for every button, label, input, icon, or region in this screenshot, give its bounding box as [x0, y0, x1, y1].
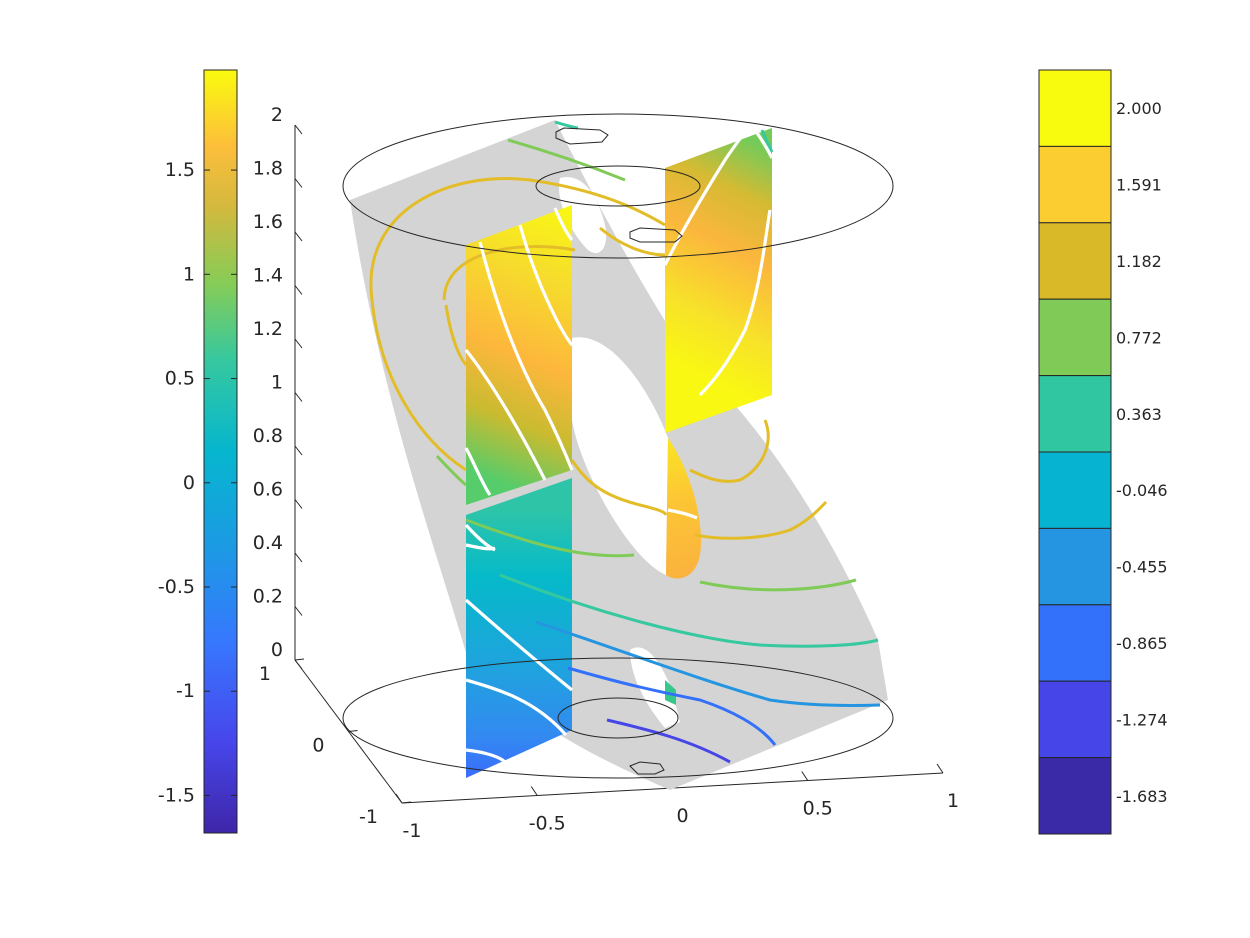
x-tick-mark: [936, 763, 944, 774]
z-tick-label: 0.2: [253, 586, 283, 608]
right-colorbar-tick-label: -1.274: [1116, 710, 1168, 729]
z-tick-mark: [294, 178, 303, 188]
right-colorbar-block: [1038, 145, 1112, 224]
z-tick-label: 1: [271, 372, 283, 394]
right-colorbar-tick-label: -0.046: [1116, 481, 1168, 500]
x-tick-label: 1: [947, 790, 959, 812]
left-colorbar-tick-label: 1.5: [165, 159, 195, 181]
left-colorbar-tick-label: -0.5: [158, 576, 195, 598]
z-tick-mark: [294, 445, 303, 456]
y-tick-label: -1: [359, 806, 378, 828]
left-colorbar: -1.5 -1 -0.5 0 0.5 1 1.5: [158, 69, 238, 834]
right-colorbar-tick-label: -1.683: [1116, 787, 1168, 806]
z-tick-label: 0.6: [253, 479, 283, 501]
right-colorbar-block: [1038, 69, 1112, 147]
left-colorbar-tick-label: 0: [183, 472, 195, 494]
y-tick-label: 1: [259, 663, 271, 685]
left-colorbar-tick-label: 1: [183, 263, 195, 285]
right-colorbar-tick-label: -0.455: [1116, 558, 1168, 577]
left-colorbar-ticks: -1.5 -1 -0.5 0 0.5 1 1.5: [158, 159, 237, 806]
right-colorbar-tick-label: -0.865: [1116, 634, 1168, 653]
x-tick-label: 0: [676, 805, 688, 827]
x-axis-ticks: -1 -0.5 0 0.5 1: [395, 763, 959, 842]
z-axis-ticks: 0 0.2 0.4 0.6 0.8 1 1.2 1.4 1.6 1.8 2: [253, 104, 303, 670]
right-colorbar-blocks: [1038, 69, 1112, 835]
contour-lines-surface: [369, 120, 881, 764]
right-colorbar: 2.000 1.591 1.182 0.772 0.363 -0.046 -0.455 -0.…: [1038, 69, 1168, 835]
x-tick-mark: [395, 793, 403, 804]
right-colorbar-block: [1038, 527, 1112, 606]
right-colorbar-tick-label: 0.363: [1116, 405, 1162, 424]
right-colorbar-tick-label: 0.772: [1116, 328, 1162, 347]
top-hole: [559, 177, 607, 254]
lower-hole: [630, 647, 680, 728]
z-tick-mark: [294, 338, 303, 349]
z-tick-mark: [294, 499, 303, 509]
z-tick-mark: [294, 231, 303, 242]
right-colorbar-ticks: 2.000 1.591 1.182 0.772 0.363 -0.046 -0.455 -0.…: [1116, 99, 1168, 806]
right-colorbar-block: [1038, 604, 1112, 682]
z-tick-label: 0: [271, 639, 283, 661]
contour-lines-planes: [464, 129, 774, 764]
z-tick-mark: [294, 285, 303, 295]
right-colorbar-tick-label: 2.000: [1116, 99, 1162, 118]
top-ring: [342, 113, 894, 259]
right-colorbar-block: [1038, 757, 1112, 835]
z-tick-mark: [294, 606, 303, 616]
z-tick-label: 1.4: [253, 265, 283, 287]
right-colorbar-tick-label: 1.182: [1116, 252, 1162, 271]
x-tick-mark: [530, 786, 538, 796]
left-colorbar-tick-label: 0.5: [165, 368, 195, 390]
right-colorbar-block: [1038, 375, 1112, 453]
z-tick-mark: [294, 392, 303, 402]
x-tick-mark: [801, 771, 809, 781]
x-tick-label: 0.5: [803, 798, 833, 820]
right-colorbar-block: [1038, 451, 1112, 529]
z-tick-mark: [294, 124, 303, 135]
right-colorbar-tick-label: 1.591: [1116, 176, 1162, 195]
right-colorbar-block: [1038, 680, 1112, 759]
right-colorbar-block: [1038, 222, 1112, 300]
x-tick-label: -0.5: [529, 813, 566, 835]
z-tick-label: 2: [271, 104, 283, 126]
z-tick-label: 1.8: [253, 158, 283, 180]
z-tick-label: 0.4: [253, 532, 283, 554]
z-tick-label: 1.6: [253, 211, 283, 233]
plane-right-upper: [665, 128, 772, 433]
x-axis: -1 -0.5 0 0.5 1: [395, 763, 959, 842]
left-colorbar-tick-label: -1: [176, 680, 195, 702]
bottom-ring: [342, 657, 894, 779]
center-hole: [572, 337, 668, 575]
y-tick-mark: [294, 658, 305, 661]
y-axis-ticks: -1 0 1: [259, 658, 412, 828]
y-tick-label: 0: [312, 735, 324, 757]
right-colorbar-block: [1038, 298, 1112, 377]
y-axis: -1 0 1: [259, 658, 412, 828]
z-tick-mark: [294, 552, 303, 563]
z-tick-label: 0.8: [253, 425, 283, 447]
plane-right-loop: [666, 438, 701, 579]
z-tick-label: 1.2: [253, 318, 283, 340]
left-colorbar-tick-label: -1.5: [158, 784, 195, 806]
z-axis: 0 0.2 0.4 0.6 0.8 1 1.2 1.4 1.6 1.8 2: [253, 104, 303, 670]
plane-left-lower: [466, 478, 572, 778]
x-tick-label: -1: [403, 820, 422, 842]
